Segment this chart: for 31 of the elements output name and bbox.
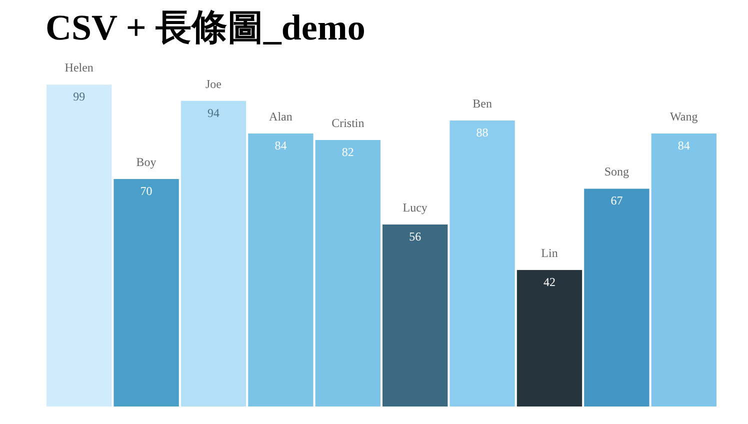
bar: [651, 133, 716, 406]
x-tick-label: Wang: [670, 109, 698, 124]
bar: [516, 270, 582, 406]
bar: [584, 188, 650, 406]
bar: [180, 100, 246, 406]
x-tick-label: Song: [604, 164, 630, 179]
x-tick-label: Cristin: [332, 116, 364, 130]
x-tick-label: Ben: [472, 96, 492, 110]
x-tick-label: Helen: [64, 60, 94, 75]
bar: [114, 178, 179, 406]
data-label: 88: [476, 125, 488, 140]
data-label: 67: [610, 194, 623, 208]
bar: [450, 120, 515, 406]
data-label: 99: [73, 90, 86, 104]
bar: [315, 140, 380, 406]
data-label: 84: [274, 138, 287, 152]
data-label: 42: [544, 274, 556, 289]
data-label: 82: [342, 144, 354, 159]
x-tick-label: Alan: [269, 109, 292, 124]
bar: [382, 224, 448, 406]
x-tick-label: Joe: [206, 76, 222, 91]
x-tick-label: Lucy: [402, 200, 428, 214]
x-tick-label: Boy: [136, 154, 156, 169]
bar: [248, 133, 314, 406]
data-label: 84: [678, 138, 690, 152]
chart-title: CSV + 長條圖_demo: [46, 8, 366, 48]
data-label: 70: [140, 184, 152, 198]
data-label: 56: [409, 229, 422, 244]
bar: [46, 84, 112, 406]
x-tick-label: Lin: [541, 246, 558, 260]
data-label: 94: [208, 106, 220, 120]
